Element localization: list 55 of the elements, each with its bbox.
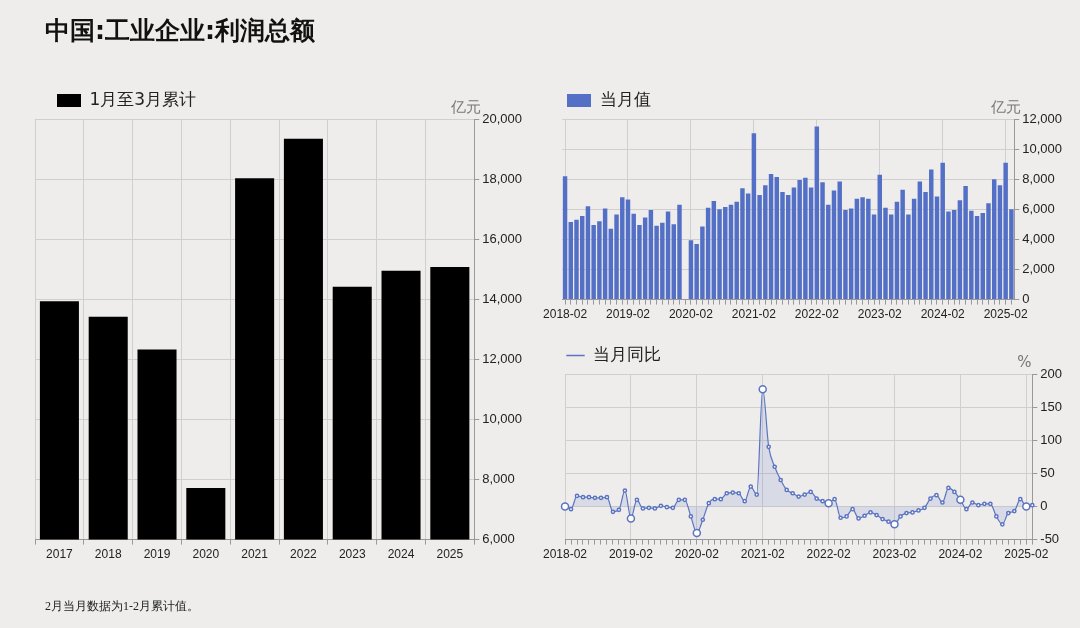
x-tick-label: 2019-02 bbox=[608, 547, 654, 562]
y-tick-label: 12,000 bbox=[482, 350, 522, 366]
y-tick-label: 10,000 bbox=[1022, 140, 1062, 156]
x-tick-label: 2022 bbox=[290, 547, 318, 562]
text: 2月当月数据为1-2月累计值。 bbox=[45, 598, 199, 615]
x-tick-label: 2021-02 bbox=[731, 307, 777, 322]
y-tick-label: 8,000 bbox=[1022, 170, 1055, 186]
x-tick-label: 2018-02 bbox=[543, 547, 588, 562]
x-tick-label: 2023 bbox=[338, 547, 366, 562]
y-axis-title: % bbox=[1017, 353, 1032, 372]
x-tick-label: 2021 bbox=[241, 547, 269, 562]
y-tick-label: 0 bbox=[1040, 498, 1048, 514]
y-tick-label: 50 bbox=[1040, 464, 1055, 480]
x-tick-label: 2019 bbox=[143, 547, 171, 562]
x-tick-label: 2018-02 bbox=[543, 307, 588, 322]
legend-label: 1月至3月累计 bbox=[89, 88, 197, 109]
x-tick-label: 2023-02 bbox=[857, 307, 903, 322]
chart-title: 中国:工业企业:利润总额 bbox=[45, 15, 315, 47]
x-tick-label: 2020-02 bbox=[674, 547, 720, 562]
y-tick-label: 18,000 bbox=[482, 170, 522, 186]
y-tick-label: 10,000 bbox=[482, 411, 522, 427]
x-tick-label: 2024-02 bbox=[920, 307, 966, 322]
y-tick-label: 20,000 bbox=[482, 110, 522, 126]
x-tick-label: 2019-02 bbox=[605, 307, 651, 322]
y-tick-label: 12,000 bbox=[1022, 110, 1062, 126]
y-axis-title: 亿元 bbox=[990, 98, 1022, 117]
x-tick-label: 2020 bbox=[192, 547, 220, 562]
x-tick-label: 2025-02 bbox=[983, 307, 1028, 322]
x-tick-label: 2018 bbox=[94, 547, 122, 562]
x-tick-label: 2023-02 bbox=[872, 547, 917, 562]
y-tick-label: 14,000 bbox=[482, 290, 522, 306]
x-tick-label: 2025-02 bbox=[1004, 547, 1049, 562]
x-tick-label: 2021-02 bbox=[740, 547, 786, 562]
y-tick-label: 0 bbox=[1022, 291, 1030, 307]
x-tick-label: 2025 bbox=[436, 547, 464, 562]
x-tick-label: 2022-02 bbox=[794, 307, 840, 322]
y-tick-label: 8,000 bbox=[482, 471, 515, 487]
legend-label: 当月值 bbox=[599, 88, 651, 109]
y-tick-label: 100 bbox=[1040, 431, 1063, 447]
y-tick-label: 6,000 bbox=[482, 531, 515, 547]
y-axis-title: 亿元 bbox=[450, 98, 482, 117]
x-tick-label: 2020-02 bbox=[668, 307, 714, 322]
x-tick-label: 2017 bbox=[46, 547, 74, 562]
y-tick-label: 16,000 bbox=[482, 230, 522, 246]
x-tick-label: 2024 bbox=[387, 547, 415, 562]
y-tick-label: 4,000 bbox=[1022, 230, 1055, 246]
y-tick-label: 2,000 bbox=[1022, 261, 1055, 277]
legend-label: 当月同比 bbox=[592, 343, 661, 364]
x-tick-label: 2022-02 bbox=[806, 547, 851, 562]
y-tick-label: -50 bbox=[1040, 531, 1060, 547]
y-tick-label: 150 bbox=[1040, 398, 1063, 414]
y-tick-label: 200 bbox=[1040, 365, 1063, 381]
bar bbox=[562, 176, 568, 300]
y-tick-label: 6,000 bbox=[1022, 200, 1055, 216]
x-tick-label: 2024-02 bbox=[938, 547, 983, 562]
